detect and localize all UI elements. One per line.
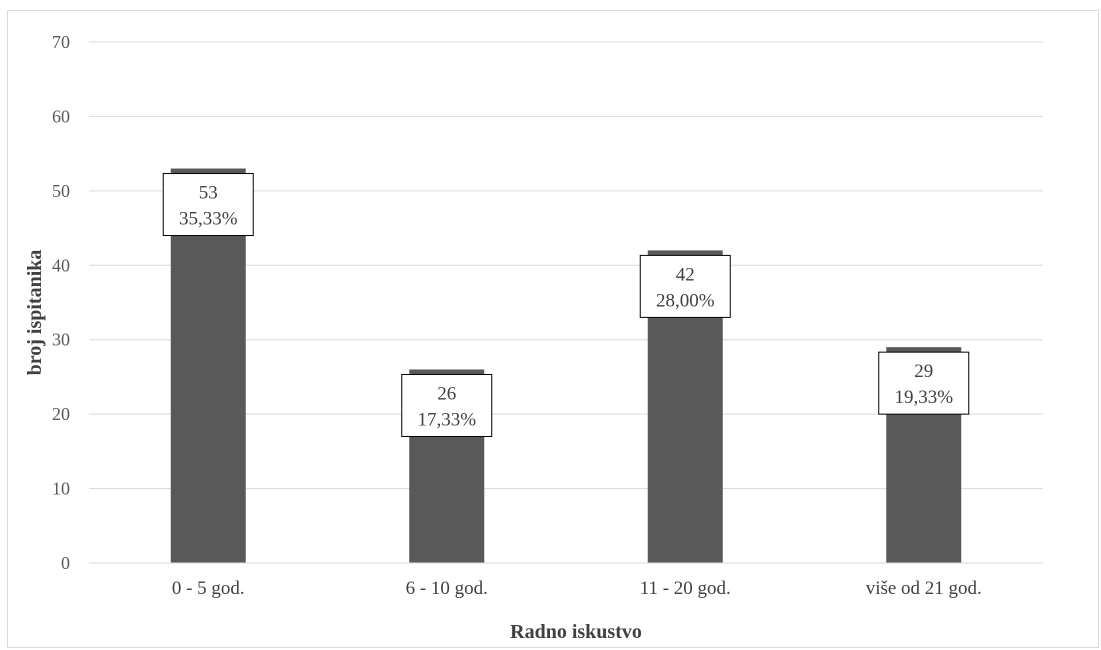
data-label-box [162, 173, 254, 237]
y-tick-label: 30 [52, 330, 70, 350]
x-tick-label: 6 - 10 god. [406, 578, 488, 599]
data-label-value: 29 [914, 361, 933, 382]
data-label-percent: 28,00% [656, 290, 715, 311]
x-tick-label: 11 - 20 god. [640, 578, 731, 599]
data-label-value: 53 [199, 183, 218, 204]
x-tick-label: više od 21 god. [866, 578, 982, 599]
data-label: 42 28,00% [639, 254, 731, 318]
data-label-percent: 35,33% [179, 209, 238, 230]
y-tick-label: 60 [52, 106, 70, 126]
chart-frame [7, 10, 1099, 648]
y-tick-label: 40 [52, 255, 70, 275]
y-tick-label: 10 [52, 479, 70, 499]
data-label-percent: 19,33% [894, 387, 953, 408]
y-tick-label: 20 [52, 404, 70, 424]
x-tick-label: 0 - 5 god. [172, 578, 245, 599]
y-axis-title: broj ispitanika [24, 250, 46, 376]
data-label: 26 17,33% [401, 373, 493, 437]
bars [170, 168, 962, 563]
data-label-value: 42 [676, 264, 695, 285]
y-tick-label: 70 [52, 32, 70, 52]
data-label-box [639, 254, 731, 318]
data-label-percent: 17,33% [417, 409, 476, 430]
x-axis-title: Radno iskustvo [510, 621, 642, 643]
data-label-value: 26 [437, 383, 456, 404]
data-labels: 53 35,33% 26 17,33% 42 28,00% 29 19,33% [162, 173, 970, 437]
data-label: 53 35,33% [162, 173, 254, 237]
y-tick-label: 0 [61, 553, 70, 573]
data-label-box [878, 351, 970, 415]
x-axis-categories: 0 - 5 god. 6 - 10 god. 11 - 20 god. više od… [172, 578, 982, 599]
y-axis-ticks: 0 10 20 30 40 50 60 70 [52, 32, 70, 573]
data-label-box [401, 373, 493, 437]
data-label: 29 19,33% [878, 351, 970, 415]
y-tick-label: 50 [52, 181, 70, 201]
